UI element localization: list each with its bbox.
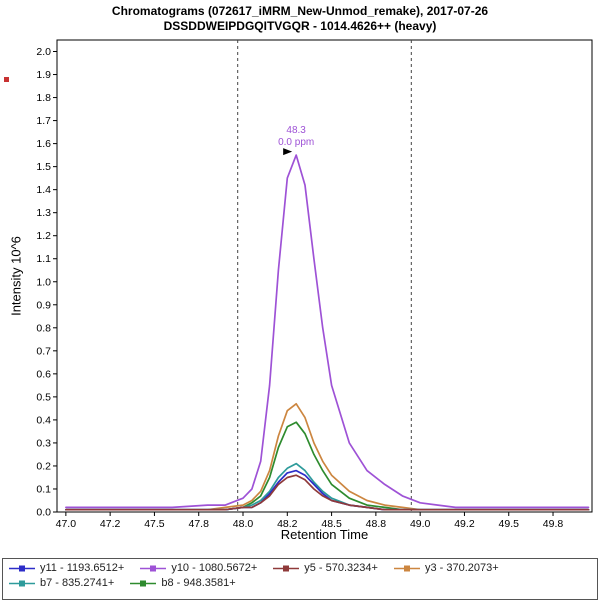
chart-title: Chromatograms (072617_iMRM_New-Unmod_rem…: [111, 4, 489, 18]
plot-border: [56, 39, 593, 513]
legend-item-label: b7 - 835.2741+: [40, 577, 115, 589]
y-tick-label: 1.8: [36, 92, 51, 104]
x-tick-label: 49.0: [410, 518, 431, 530]
y-tick-label: 1.0: [36, 276, 51, 288]
y-tick-label: 0.2: [36, 460, 51, 472]
legend-marker-icon: [273, 565, 300, 571]
y-axis-label: Intensity 10^6: [8, 236, 24, 316]
x-tick-label: 47.2: [100, 518, 121, 530]
legend-item[interactable]: y10 - 1080.5672+: [140, 562, 257, 574]
y-tick-label: 0.6: [36, 368, 51, 380]
legend-item-label: y10 - 1080.5672+: [171, 562, 258, 574]
y-tick-label: 1.3: [36, 207, 51, 219]
y-tick-label: 0.5: [36, 391, 51, 403]
y-tick-label: 0.0: [36, 507, 51, 519]
legend-marker-icon: [9, 565, 35, 571]
red-marker-icon: [4, 77, 9, 82]
chart-area: 0.0 0.1 0.2 0.3 0.4 0.5 0.6 0.7 0.8 0.9 1.0 1.1 1.2 1…: [0, 34, 600, 558]
legend-item-label: y5 - 570.3234+: [304, 562, 378, 574]
peak-ppm-label: 0.0 ppm: [278, 137, 314, 148]
legend-item[interactable]: y3 - 370.2073+: [393, 562, 499, 574]
peak-rt-label: 48.3: [286, 125, 306, 136]
legend-marker-icon: [9, 580, 35, 586]
series-y10-trace[interactable]: [65, 154, 590, 509]
legend: y11 - 1193.6512+ y10 - 1080.5672+ y5 - 570…: [2, 558, 598, 600]
y-tick-label: 1.5: [36, 161, 51, 173]
x-tick-label: 47.5: [144, 518, 165, 530]
peak-arrow-icon: [283, 148, 293, 156]
y-tick-label: 1.1: [36, 253, 51, 265]
x-tick-label: 48.8: [366, 518, 387, 530]
y-tick-label: 1.4: [36, 184, 51, 196]
y-tick-label: 1.6: [36, 138, 51, 150]
chromatogram-plot[interactable]: 0.0 0.1 0.2 0.3 0.4 0.5 0.6 0.7 0.8 0.9 1.0 1.1 1.2 1…: [0, 34, 600, 558]
legend-marker-icon: [140, 565, 167, 571]
y-tick-label: 0.3: [36, 437, 51, 449]
chart-header: Chromatograms (072617_iMRM_New-Unmod_rem…: [0, 0, 600, 34]
series-y5-trace[interactable]: [65, 474, 590, 511]
legend-item-label: y11 - 1193.6512+: [40, 562, 125, 574]
legend-item[interactable]: y11 - 1193.6512+: [9, 562, 124, 574]
legend-marker-icon: [393, 565, 420, 571]
x-tick-label: 49.2: [454, 518, 475, 530]
y-tick-label: 0.4: [36, 414, 51, 426]
x-tick-label: 48.2: [277, 518, 298, 530]
legend-marker-icon: [130, 580, 157, 586]
y-tick-label: 1.9: [36, 69, 51, 81]
legend-item[interactable]: b8 - 948.3581+: [130, 577, 236, 589]
y-tick-label: 0.9: [36, 299, 51, 311]
x-tick-label: 48.5: [321, 518, 342, 530]
x-tick-label: 47.8: [189, 518, 210, 530]
legend-item[interactable]: y5 - 570.3234+: [273, 562, 378, 574]
y-tick-label: 1.7: [36, 115, 51, 127]
legend-item[interactable]: b7 - 835.2741+: [9, 577, 114, 589]
y-tick-label: 1.2: [36, 230, 51, 242]
x-tick-label: 47.0: [56, 518, 77, 530]
x-tick-label: 48.0: [233, 518, 254, 530]
x-tick-label: 49.8: [543, 518, 564, 530]
y-tick-label: 0.1: [36, 483, 51, 495]
legend-item-label: y3 - 370.2073+: [424, 562, 499, 574]
y-tick-label: 0.7: [36, 345, 51, 357]
chart-subtitle: DSSDDWEIPDGQITVGQR - 1014.4626++ (heavy): [163, 19, 437, 33]
x-tick-label: 49.5: [499, 518, 520, 530]
legend-item-label: b8 - 948.3581+: [161, 577, 236, 589]
y-tick-label: 0.8: [36, 322, 51, 334]
y-tick-label: 2.0: [36, 46, 51, 58]
x-axis-label: Retention Time: [280, 527, 369, 542]
